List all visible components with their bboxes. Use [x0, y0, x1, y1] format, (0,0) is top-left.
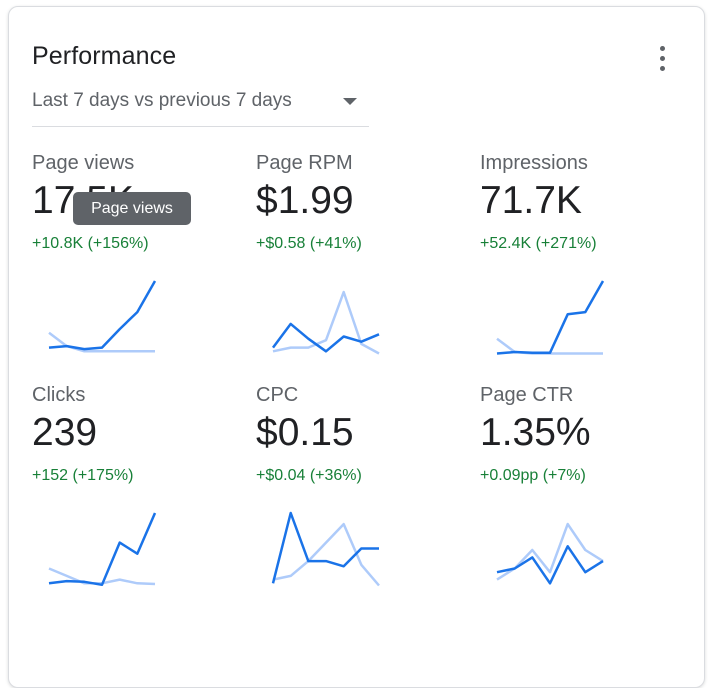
metric-value: 1.35%: [480, 411, 591, 454]
sparkline-current-period: [496, 545, 604, 585]
sparkline-current-period: [48, 512, 157, 587]
metric-value: 71.7K: [480, 179, 582, 222]
card-title: Performance: [32, 42, 177, 70]
metric-page-ctr[interactable]: Page CTR 1.35% +0.09pp (+7%): [480, 384, 690, 614]
metric-cpc[interactable]: CPC $0.15 +$0.04 (+36%): [256, 384, 466, 614]
menu-dot: [659, 65, 665, 71]
metric-change: +10.8K (+156%): [32, 235, 149, 252]
sparkline-current-period: [271, 511, 379, 584]
metric-label: Page RPM: [256, 152, 353, 174]
menu-dot: [659, 55, 665, 61]
sparkline-current-period: [271, 322, 380, 353]
metric-impressions[interactable]: Impressions 71.7K +52.4K (+271%): [480, 152, 690, 382]
metric-change: +52.4K (+271%): [480, 235, 597, 252]
metric-clicks[interactable]: Clicks 239 +152 (+175%): [32, 384, 242, 614]
metric-label: CPC: [256, 384, 299, 406]
metric-label: Page views: [32, 152, 135, 174]
metric-label: Clicks: [32, 384, 86, 406]
hover-tooltip: Page views: [73, 192, 191, 225]
metric-change: +0.09pp (+7%): [480, 467, 586, 484]
sparkline-chart: [496, 522, 604, 585]
metric-label: Impressions: [480, 152, 588, 174]
sparkline-previous-period: [272, 290, 380, 355]
metric-value: $0.15: [256, 411, 354, 454]
metric-page-rpm[interactable]: Page RPM $1.99 +$0.58 (+41%): [256, 152, 466, 382]
sparkline-previous-period: [272, 522, 380, 587]
metric-page-views[interactable]: Page views 17.5K +10.8K (+156%): [32, 152, 242, 382]
sparkline-current-period: [496, 280, 605, 355]
performance-card: [8, 6, 705, 688]
sparkline-current-period: [48, 280, 157, 351]
metric-change: +152 (+175%): [32, 467, 134, 484]
metric-change: +$0.04 (+36%): [256, 467, 362, 484]
dropdown-arrow-icon: [343, 98, 357, 105]
sparkline-chart: [271, 290, 380, 355]
sparkline-chart: [496, 280, 605, 355]
sparkline-chart: [48, 512, 157, 587]
sparkline-chart: [48, 280, 157, 353]
metric-value: $1.99: [256, 179, 354, 222]
metric-label: Page CTR: [480, 384, 574, 406]
date-range-label: Last 7 days vs previous 7 days: [32, 90, 292, 111]
metric-change: +$0.58 (+41%): [256, 235, 362, 252]
metric-value: 239: [32, 411, 98, 454]
sparkline-chart: [271, 511, 380, 587]
menu-dot: [659, 45, 665, 51]
more-vert-icon[interactable]: [648, 42, 676, 74]
date-range-dropdown[interactable]: Last 7 days vs previous 7 days: [32, 86, 369, 127]
